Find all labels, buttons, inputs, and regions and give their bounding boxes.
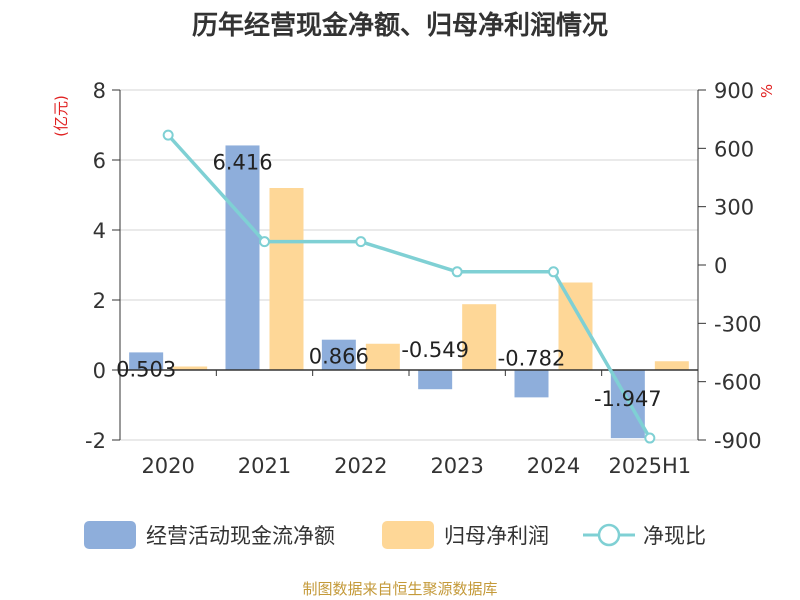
x-tick-label: 2023 (430, 454, 483, 478)
point-ratio (259, 236, 270, 248)
axes-layer: -2 0 2 4 6 8 -900 -600 -300 0 300 600 900 2020 2021 202… (85, 79, 762, 478)
x-tick-label: 2020 (141, 454, 194, 478)
legend-swatch-netprofit (382, 521, 434, 549)
line-layer (162, 129, 656, 444)
x-tick-label: 2022 (334, 454, 387, 478)
legend-item-netprofit[interactable]: 归母净利润 (382, 521, 549, 549)
bar-netprofit (269, 188, 304, 370)
bar-cashflow (225, 145, 260, 370)
bar-cashflow (418, 370, 453, 390)
right-axis-unit: % (758, 84, 776, 98)
x-tick-label: 2025H1 (609, 454, 692, 478)
y-right-tick-label: -900 (714, 429, 762, 453)
bar-cashflow (129, 352, 164, 370)
data-label-cashflow: -1.947 (594, 387, 662, 411)
data-label-cashflow: 6.416 (212, 150, 272, 174)
legend-item-cashflow[interactable]: 经营活动现金流净额 (84, 521, 335, 549)
point-ratio (548, 266, 559, 278)
y-left-tick-label: 4 (93, 219, 106, 243)
point-ratio (162, 129, 174, 141)
left-axis-unit: (亿元) (52, 95, 70, 137)
legend-label-ratio: 净现比 (643, 524, 706, 548)
legend-label-cashflow: 经营活动现金流净额 (146, 524, 335, 548)
y-left-tick-label: 8 (93, 79, 106, 103)
point-ratio (355, 236, 367, 248)
legend-label-netprofit: 归母净利润 (444, 524, 549, 548)
y-right-tick-label: 600 (714, 137, 754, 161)
bar-cashflow (321, 339, 356, 370)
legend: 经营活动现金流净额 归母净利润 净现比 (84, 521, 706, 549)
y-left-tick-label: 6 (93, 149, 106, 173)
bar-netprofit (462, 304, 497, 370)
data-label-cashflow: 0.503 (116, 357, 176, 381)
point-ratio (451, 266, 463, 278)
y-left-tick-label: 0 (93, 359, 106, 383)
line-ratio (166, 133, 652, 439)
legend-item-ratio[interactable]: 净现比 (583, 523, 706, 548)
x-tick-label: 2021 (238, 454, 291, 478)
bar-netprofit (173, 366, 208, 370)
y-right-tick-label: -600 (714, 371, 762, 395)
y-right-tick-label: 900 (714, 79, 754, 103)
source-note: 制图数据来自恒生聚源数据库 (302, 580, 497, 598)
data-label-cashflow: 0.866 (309, 345, 369, 369)
bar-cashflow (514, 370, 549, 398)
x-tick-label: 2024 (527, 454, 580, 478)
bar-netprofit (365, 343, 400, 370)
y-right-tick-label: 300 (714, 196, 754, 220)
legend-marker-ratio (597, 523, 621, 547)
bar-netprofit (654, 361, 689, 370)
y-left-tick-label: 2 (93, 289, 106, 313)
y-right-tick-label: 0 (714, 254, 727, 278)
y-right-tick-label: -300 (714, 312, 762, 336)
point-ratio (644, 432, 656, 444)
chart-title: 历年经营现金净额、归母净利润情况 (192, 10, 608, 41)
data-label-cashflow: -0.782 (498, 346, 566, 370)
labels-layer: 0.503 6.416 0.866 -0.549 -0.782 -1.947 (116, 150, 662, 411)
grid-layer (120, 89, 698, 441)
data-label-cashflow: -0.549 (401, 338, 469, 362)
y-left-tick-label: -2 (85, 429, 106, 453)
legend-swatch-cashflow (84, 521, 136, 549)
